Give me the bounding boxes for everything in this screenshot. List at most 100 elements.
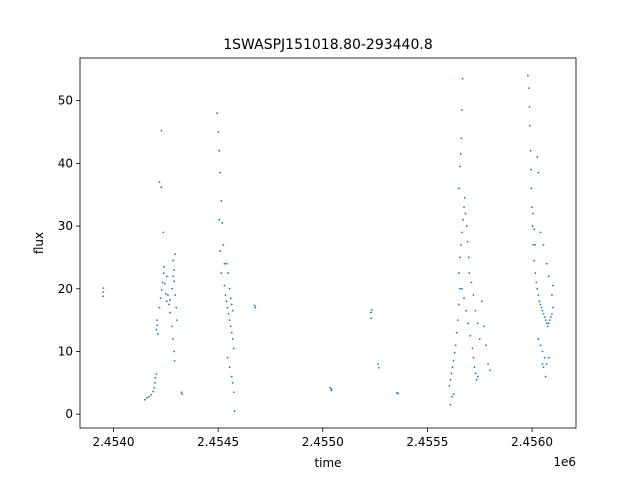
data-point xyxy=(156,319,158,322)
data-point xyxy=(175,319,178,322)
data-point xyxy=(181,393,184,396)
data-point xyxy=(467,322,470,325)
data-point xyxy=(545,262,548,265)
data-point xyxy=(162,272,165,274)
x-tick-label: 2.4555 xyxy=(406,435,448,449)
data-point xyxy=(538,300,541,303)
data-point xyxy=(218,149,221,152)
data-point xyxy=(172,259,175,262)
data-point xyxy=(456,319,459,322)
x-axis: 2.4540 2.4545 2.4550 2.4555 2.4560 xyxy=(92,428,553,449)
data-point xyxy=(448,385,451,387)
data-point xyxy=(156,333,159,335)
data-point xyxy=(232,347,235,350)
data-point xyxy=(169,311,171,314)
data-point xyxy=(160,129,163,132)
data-point xyxy=(470,281,473,284)
data-point xyxy=(539,303,542,306)
data-point xyxy=(152,390,155,393)
data-point xyxy=(536,156,539,158)
data-point xyxy=(226,306,229,309)
data-point xyxy=(543,356,546,359)
data-point xyxy=(154,381,156,384)
data-point xyxy=(229,297,232,300)
data-point xyxy=(228,287,231,290)
data-point xyxy=(480,300,483,303)
data-point xyxy=(526,74,529,77)
data-point xyxy=(370,311,372,314)
data-point xyxy=(534,243,537,246)
data-point xyxy=(454,344,457,347)
data-point xyxy=(474,309,477,312)
data-point xyxy=(163,265,166,268)
data-point xyxy=(221,222,224,224)
data-point xyxy=(551,312,553,315)
data-point xyxy=(225,262,228,265)
x-tick-label: 2.4545 xyxy=(197,435,239,449)
data-point xyxy=(542,312,545,315)
data-point xyxy=(158,306,161,309)
data-point xyxy=(156,324,159,327)
data-point xyxy=(476,375,479,378)
y-tick-label: 50 xyxy=(58,94,73,108)
data-point xyxy=(544,375,547,378)
data-point xyxy=(233,410,236,412)
data-point xyxy=(540,306,543,309)
data-point xyxy=(473,366,476,369)
data-point xyxy=(536,287,539,290)
data-point xyxy=(548,319,551,322)
data-point xyxy=(541,363,544,365)
data-point xyxy=(466,240,469,243)
scatter-points xyxy=(102,74,554,412)
data-point xyxy=(168,303,170,306)
data-point xyxy=(102,295,104,298)
data-point xyxy=(452,393,455,396)
data-point xyxy=(219,250,222,253)
data-point xyxy=(475,378,478,381)
data-point xyxy=(457,303,460,306)
data-point xyxy=(529,149,532,152)
plot-area-frame xyxy=(79,57,577,429)
data-point xyxy=(460,137,463,140)
data-point xyxy=(159,297,162,300)
data-point xyxy=(458,165,461,168)
data-point xyxy=(220,200,223,202)
data-point xyxy=(329,386,331,389)
data-point xyxy=(467,256,470,259)
data-point xyxy=(219,171,222,174)
data-point xyxy=(161,281,164,284)
data-point xyxy=(533,228,536,231)
data-point xyxy=(530,187,533,190)
data-point xyxy=(545,363,548,365)
data-point xyxy=(148,395,150,398)
y-tick-label: 0 xyxy=(65,407,73,421)
data-point xyxy=(165,275,168,278)
data-point xyxy=(230,375,233,378)
data-point xyxy=(463,297,465,300)
x-tick-label: 2.4550 xyxy=(302,435,344,449)
data-point xyxy=(102,291,104,293)
data-point xyxy=(464,212,467,215)
data-point xyxy=(458,256,461,259)
data-point xyxy=(377,366,380,369)
data-point xyxy=(173,360,176,362)
data-point xyxy=(461,231,463,234)
x-axis-offset-label: 1e6 xyxy=(553,455,576,469)
data-point xyxy=(537,171,540,174)
data-point xyxy=(217,131,220,133)
data-point xyxy=(485,344,487,347)
y-axis: 0 10 20 30 40 50 xyxy=(58,94,80,421)
data-point xyxy=(539,344,542,347)
data-point xyxy=(537,338,540,340)
data-point xyxy=(542,366,545,369)
data-point xyxy=(463,196,466,199)
data-point xyxy=(541,309,544,312)
data-point xyxy=(529,124,531,127)
data-point xyxy=(546,325,549,328)
data-point xyxy=(230,331,233,334)
data-point xyxy=(175,306,178,309)
data-point xyxy=(539,231,542,234)
data-point xyxy=(227,272,230,274)
data-point xyxy=(229,325,232,328)
